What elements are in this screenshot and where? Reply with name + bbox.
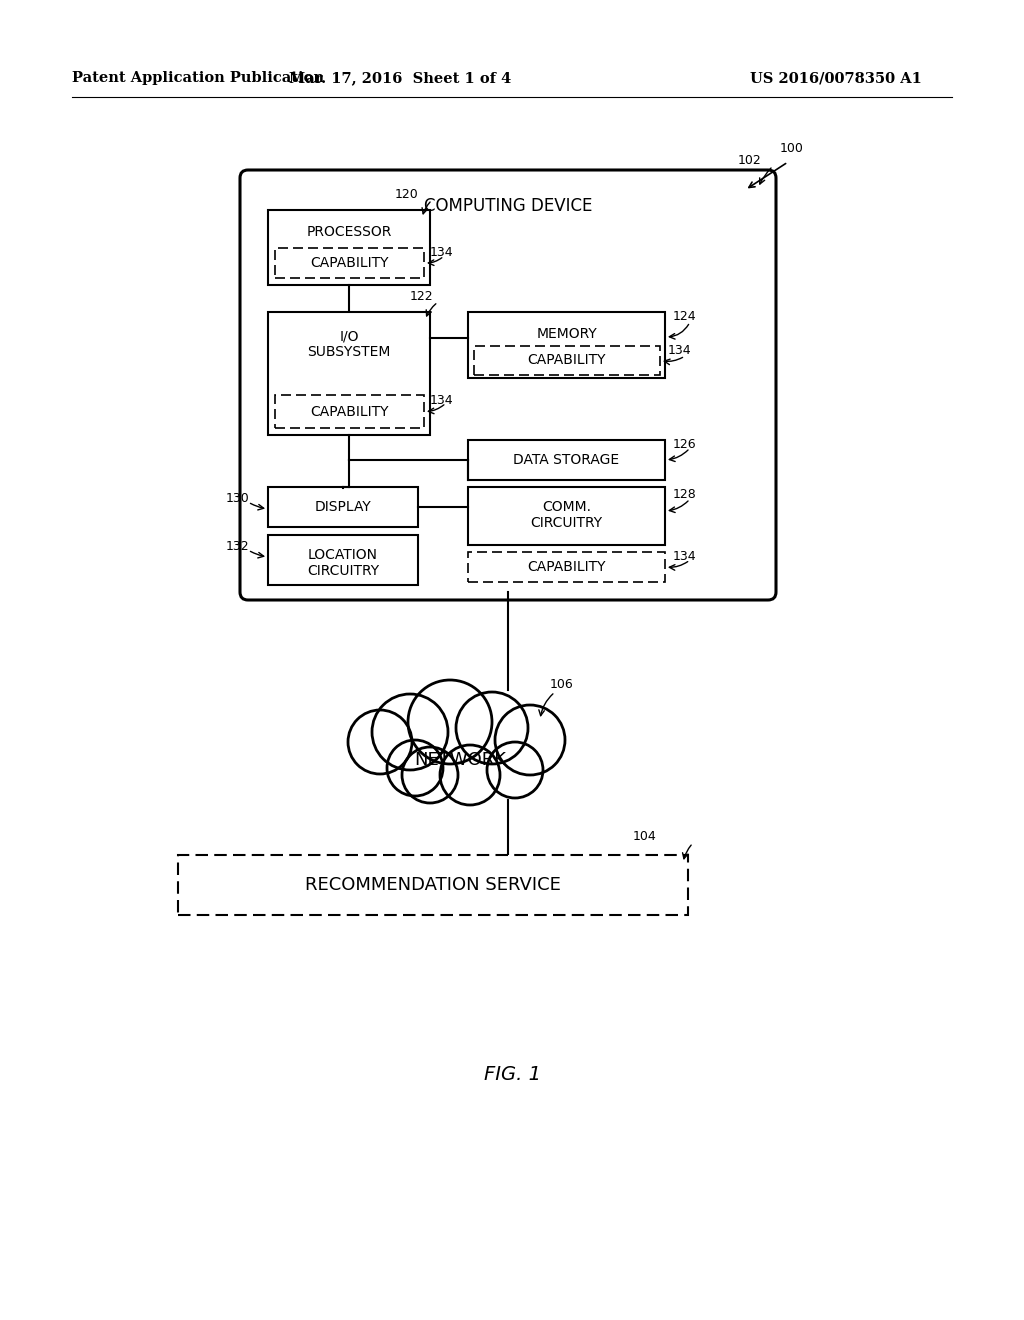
Bar — [468, 440, 665, 480]
Text: CAPABILITY: CAPABILITY — [527, 560, 606, 574]
Text: COMPUTING DEVICE: COMPUTING DEVICE — [424, 197, 592, 215]
Bar — [268, 312, 430, 436]
Text: 134: 134 — [668, 345, 691, 358]
Text: NETWORK: NETWORK — [414, 751, 506, 770]
Text: I/O: I/O — [339, 330, 358, 345]
Text: 130: 130 — [226, 492, 250, 506]
Bar — [468, 312, 665, 378]
Text: DISPLAY: DISPLAY — [314, 500, 372, 513]
Bar — [474, 346, 660, 375]
Text: SUBSYSTEM: SUBSYSTEM — [307, 345, 391, 359]
Text: PROCESSOR: PROCESSOR — [306, 224, 392, 239]
Text: CAPABILITY: CAPABILITY — [310, 404, 389, 418]
Bar — [268, 487, 418, 527]
Text: 134: 134 — [673, 550, 696, 564]
Circle shape — [495, 705, 565, 775]
Text: Mar. 17, 2016  Sheet 1 of 4: Mar. 17, 2016 Sheet 1 of 4 — [289, 71, 511, 84]
Circle shape — [440, 744, 500, 805]
Circle shape — [487, 742, 543, 799]
Circle shape — [456, 692, 528, 764]
Text: CIRCUITRY: CIRCUITRY — [530, 516, 602, 531]
Text: 128: 128 — [673, 488, 696, 502]
Text: 122: 122 — [410, 289, 433, 302]
Text: Patent Application Publication: Patent Application Publication — [72, 71, 324, 84]
Bar — [268, 210, 430, 285]
Text: 120: 120 — [395, 187, 419, 201]
Text: LOCATION: LOCATION — [308, 548, 378, 562]
Bar — [275, 248, 424, 279]
Bar — [275, 395, 424, 428]
Text: CAPABILITY: CAPABILITY — [310, 256, 389, 271]
Text: 106: 106 — [550, 678, 573, 692]
Text: 132: 132 — [226, 540, 250, 553]
Text: 104: 104 — [633, 830, 656, 843]
Text: 102: 102 — [738, 153, 762, 166]
Text: US 2016/0078350 A1: US 2016/0078350 A1 — [750, 71, 922, 84]
Text: RECOMMENDATION SERVICE: RECOMMENDATION SERVICE — [305, 876, 561, 894]
Text: CIRCUITRY: CIRCUITRY — [307, 564, 379, 578]
Text: 124: 124 — [673, 310, 696, 323]
Circle shape — [387, 741, 443, 796]
Text: 134: 134 — [430, 393, 454, 407]
Circle shape — [408, 680, 492, 764]
Text: FIG. 1: FIG. 1 — [483, 1065, 541, 1085]
Bar — [468, 487, 665, 545]
Bar — [178, 855, 688, 915]
Circle shape — [402, 747, 458, 803]
Text: 126: 126 — [673, 438, 696, 451]
Circle shape — [348, 710, 412, 774]
Bar — [468, 552, 665, 582]
Text: 134: 134 — [430, 247, 454, 260]
Text: MEMORY: MEMORY — [537, 327, 597, 341]
Text: 100: 100 — [780, 141, 804, 154]
Circle shape — [372, 694, 449, 770]
Bar — [268, 535, 418, 585]
FancyBboxPatch shape — [240, 170, 776, 601]
Text: CAPABILITY: CAPABILITY — [527, 354, 606, 367]
Text: COMM.: COMM. — [542, 500, 591, 513]
Text: DATA STORAGE: DATA STORAGE — [513, 453, 620, 467]
